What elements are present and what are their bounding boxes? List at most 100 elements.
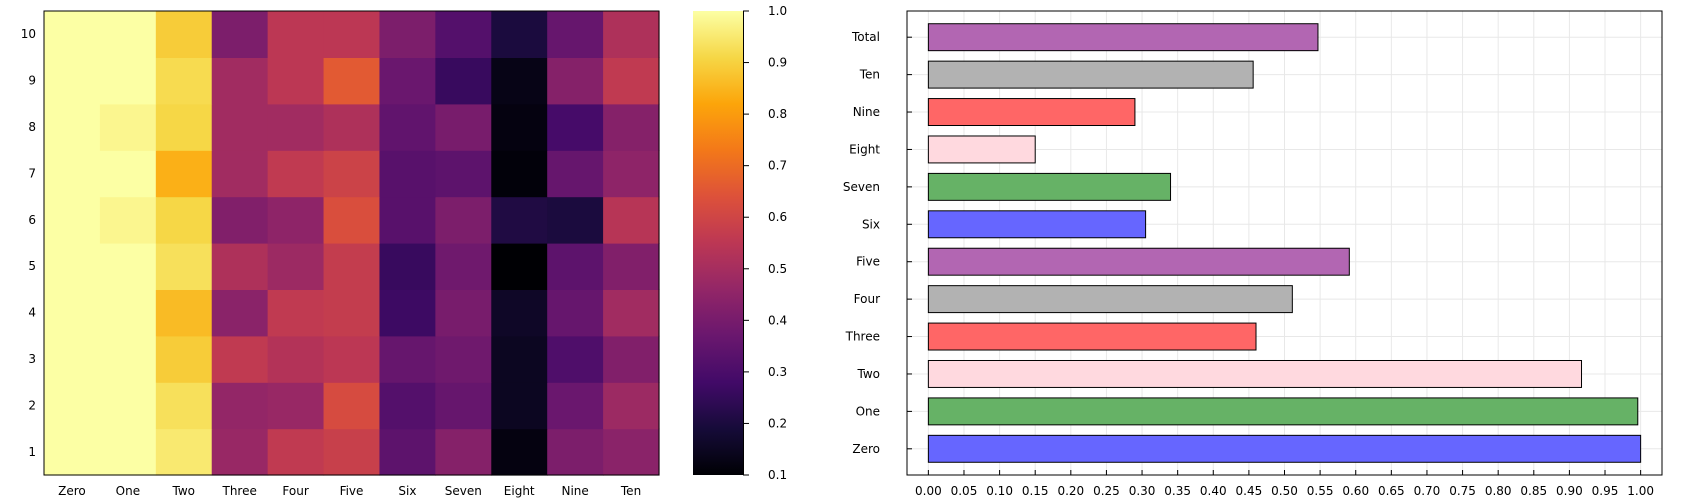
heatmap-cell	[155, 150, 213, 198]
heatmap-cell	[99, 335, 157, 383]
heatmap-y-tick-label: 9	[28, 74, 36, 88]
heatmap-cell	[603, 150, 660, 198]
heatmap-y-tick-label: 6	[28, 213, 36, 227]
colorbar-tick-label: 1.0	[768, 4, 787, 18]
bar-chart-x-tick-label: 0.15	[1022, 484, 1049, 498]
heatmap-cell	[323, 335, 381, 383]
heatmap-y-tick-label: 5	[28, 259, 36, 273]
heatmap-cell	[323, 103, 381, 151]
heatmap-cell	[155, 335, 213, 383]
colorbar: 0.1 0.2 0.3 0.4 0.5 0.6 0.7 0.8 0.9 1.0	[693, 4, 787, 482]
heatmap-cell	[547, 196, 604, 244]
heatmap-cell	[435, 57, 492, 105]
bar	[927, 135, 1036, 164]
bar	[927, 322, 1257, 351]
heatmap-y-tick-label: 1	[28, 445, 36, 459]
heatmap-cell	[379, 196, 436, 244]
heatmap-cell	[99, 103, 157, 151]
heatmap-cell	[267, 428, 325, 476]
heatmap-cell	[547, 57, 604, 105]
heatmap-cell	[323, 428, 381, 476]
bar-chart-bars	[927, 23, 1642, 463]
bar	[927, 172, 1172, 201]
bar-chart-y-tick-label: Four	[854, 292, 880, 306]
heatmap-cell	[491, 428, 548, 476]
bar-chart-y-tick-label: Eight	[849, 142, 880, 156]
bar	[927, 434, 1642, 463]
heatmap-x-tick-label: Seven	[445, 484, 482, 498]
heatmap-cell	[603, 243, 660, 290]
heatmap-cell	[211, 289, 269, 337]
heatmap-cell	[435, 103, 492, 151]
heatmap-cell	[435, 335, 492, 383]
colorbar-ticks: 0.1 0.2 0.3 0.4 0.5 0.6 0.7 0.8 0.9 1.0	[743, 4, 787, 482]
heatmap-cell	[323, 196, 381, 244]
heatmap-cell	[379, 428, 436, 476]
bar	[927, 285, 1293, 314]
heatmap-cell	[155, 428, 213, 476]
heatmap-cell	[603, 57, 660, 105]
heatmap-cell	[211, 11, 269, 58]
heatmap-cell	[44, 57, 101, 105]
colorbar-tick-label: 0.6	[768, 210, 787, 224]
heatmap-cell	[603, 428, 660, 476]
bar-chart-x-tick-label: 0.45	[1236, 484, 1263, 498]
heatmap-cell	[379, 382, 436, 430]
heatmap-x-tick-label: Eight	[504, 484, 535, 498]
heatmap-cell	[267, 289, 325, 337]
bar-chart-x-tick-label: 0.35	[1164, 484, 1191, 498]
heatmap-cell	[155, 289, 213, 337]
heatmap-cell	[547, 11, 604, 58]
bar-chart-x-tick-label: 0.65	[1378, 484, 1405, 498]
heatmap-cell	[99, 57, 157, 105]
bar-chart-x-tick-label: 0.80	[1485, 484, 1512, 498]
bar-chart-x-tick-label: 0.25	[1093, 484, 1120, 498]
heatmap-cell	[155, 382, 213, 430]
heatmap-y-tick-label: 2	[28, 398, 36, 412]
heatmap-frame	[43, 10, 660, 476]
heatmap-y-tick-label: 3	[28, 352, 36, 366]
colorbar-tick-label: 0.9	[768, 56, 787, 70]
heatmap-cell	[379, 11, 436, 58]
bar-chart-x-tick-label: 0.10	[986, 484, 1013, 498]
heatmap-y-tick-label: 4	[28, 306, 36, 320]
heatmap-cell	[491, 150, 548, 198]
heatmap-cell	[491, 243, 548, 290]
heatmap-x-tick-label: Nine	[561, 484, 588, 498]
bar-chart: 0.00 0.05 0.10 0.15 0.20 0.25 0.30 0.35 0.40 0.45…	[843, 10, 1663, 498]
heatmap-cell	[435, 243, 492, 290]
heatmap-cell	[379, 335, 436, 383]
heatmap-cell	[44, 103, 101, 151]
bar-chart-y-tick-label: Five	[856, 255, 880, 269]
heatmap-cell	[99, 382, 157, 430]
heatmap-x-tick-label: Five	[340, 484, 364, 498]
bar-chart-y-tick-label: Nine	[853, 105, 880, 119]
heatmap-cell	[435, 382, 492, 430]
heatmap-cell	[155, 243, 213, 290]
heatmap-cell	[323, 150, 381, 198]
colorbar-tick-label: 0.2	[768, 416, 787, 430]
heatmap-cell	[267, 150, 325, 198]
heatmap-cell	[603, 103, 660, 151]
heatmap-cell	[267, 103, 325, 151]
heatmap-cell	[547, 243, 604, 290]
heatmap-cell	[211, 103, 269, 151]
heatmap-cell	[155, 57, 213, 105]
bar	[927, 397, 1639, 426]
heatmap-cell	[491, 335, 548, 383]
heatmap-cell	[267, 196, 325, 244]
bar-chart-x-tick-label: 0.95	[1592, 484, 1619, 498]
heatmap-cell	[211, 196, 269, 244]
bar-chart-x-tick-label: 0.20	[1057, 484, 1084, 498]
bar-chart-y-tick-label: One	[856, 404, 880, 418]
bar-chart-x-tick-label: 0.90	[1556, 484, 1583, 498]
heatmap-cell	[44, 289, 101, 337]
heatmap-cell	[491, 103, 548, 151]
colorbar-tick-label: 0.7	[768, 159, 787, 173]
heatmap-x-tick-label: Ten	[620, 484, 641, 498]
heatmap-cell	[547, 428, 604, 476]
heatmap-x-tick-label: Four	[282, 484, 308, 498]
heatmap-cell	[547, 335, 604, 383]
heatmap-cell	[491, 57, 548, 105]
